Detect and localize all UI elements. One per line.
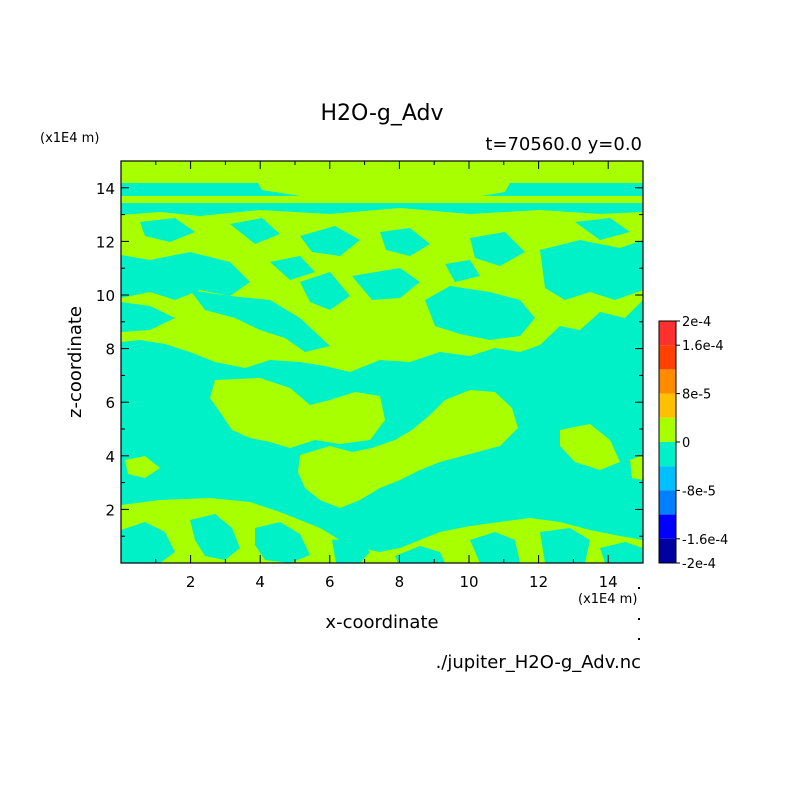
x-tick-label: 8: [395, 573, 405, 591]
colorbar-label: 8e-5: [682, 388, 711, 403]
y-tick-label: 14: [96, 180, 115, 198]
x-tick-label: 2: [186, 573, 196, 591]
colorbar-level: [659, 369, 676, 394]
contour-field: [121, 161, 643, 563]
x-axis: 2 4 6 8 10 12 14: [155, 161, 618, 591]
x-tick-label: 6: [325, 573, 335, 591]
y-axis-title: z-coordinate: [65, 306, 86, 418]
colorbar-level: [659, 442, 676, 467]
colorbar-label: 0: [682, 436, 690, 451]
plot-frame: [120, 160, 644, 564]
y-axis: 2 4 6 8 10 12 14: [96, 180, 643, 537]
chart-title: H2O-g_Adv: [320, 101, 443, 126]
x-axis-title: x-coordinate: [325, 612, 438, 633]
colorbar-level: [659, 321, 676, 346]
colorbar-labels: 2e-4 1.6e-4 8e-5 0 -8e-5 -1.6e-4 -2e-4: [676, 315, 728, 572]
colorbar-label: -1.6e-4: [682, 533, 728, 548]
x-tick-label: 12: [529, 573, 548, 591]
negative-streaks-lower: [121, 514, 643, 563]
x-tick-label: 14: [599, 573, 618, 591]
corner-marks: [638, 587, 640, 640]
contour-region-upper-positive: [121, 161, 643, 199]
x-tick-label: 4: [255, 573, 265, 591]
y-tick-label: 10: [96, 287, 115, 305]
x-unit-label: (x1E4 m): [578, 592, 637, 607]
source-file-label: ./jupiter_H2O-g_Adv.nc: [436, 652, 641, 673]
colorbar-label: -2e-4: [682, 557, 716, 572]
y-tick-label: 4: [105, 448, 115, 466]
colorbar-level: [659, 490, 676, 515]
x-tick-label: 10: [459, 573, 478, 591]
y-tick-label: 6: [105, 394, 115, 412]
colorbar-level: [659, 538, 676, 563]
chart-subtitle: t=70560.0 y=0.0: [485, 134, 642, 155]
y-tick-label: 2: [105, 501, 115, 519]
colorbar-label: 2e-4: [682, 315, 711, 330]
colorbar-level: [659, 417, 676, 442]
colorbar-level: [659, 393, 676, 418]
colorbar-level: [659, 345, 676, 370]
negative-holes-upper: [121, 218, 643, 352]
colorbar-label: -8e-5: [682, 484, 716, 499]
contour-band-top: [121, 196, 643, 203]
colorbar: [658, 320, 677, 564]
y-unit-label: (x1E4 m): [40, 131, 99, 146]
colorbar-level: [659, 466, 676, 491]
y-tick-label: 12: [96, 233, 115, 251]
colorbar-label: 1.6e-4: [682, 339, 724, 354]
y-tick-label: 8: [105, 341, 115, 359]
colorbar-level: [659, 514, 676, 539]
